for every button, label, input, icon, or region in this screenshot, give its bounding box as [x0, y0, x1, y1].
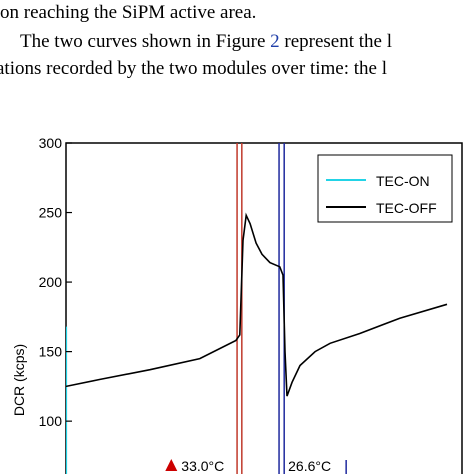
text-span: The two curves shown in Figure — [20, 31, 270, 52]
legend-label: TEC-OFF — [376, 200, 437, 216]
plot-frame — [65, 142, 463, 474]
text-span: on reaching the SiPM active area. — [0, 2, 256, 23]
y-tick-label: 300 — [39, 135, 63, 151]
legend-box — [317, 154, 453, 223]
y-tick-label: 200 — [39, 274, 63, 290]
text-line: The two curves shown in Figure 2 represe… — [20, 31, 392, 52]
text-line: on reaching the SiPM active area. — [0, 2, 256, 23]
y-tick-label: 100 — [39, 413, 63, 429]
text-span: represent the l — [280, 31, 392, 52]
y-tick-label: 150 — [39, 344, 63, 360]
plot-area — [66, 143, 448, 474]
text-span: ations recorded by the two modules over … — [0, 58, 387, 79]
y-axis-label: DCR (kcps) — [11, 344, 27, 416]
annotation: 26.6°C — [288, 458, 331, 474]
y-tick-label: 250 — [39, 205, 63, 221]
axes: 100 150 200 250 300 DCR (kcps) TEC-ON TEC-OFF 33… — [11, 135, 453, 474]
annotation-marker — [165, 459, 178, 471]
text-line: ations recorded by the two modules over … — [0, 58, 387, 79]
text-span: 2 — [270, 31, 280, 52]
series-line — [66, 212, 448, 397]
annotation: 33.0°C — [181, 458, 224, 474]
legend-label: TEC-ON — [376, 173, 430, 189]
paragraph: on reaching the SiPM active area. The two… — [0, 2, 392, 79]
